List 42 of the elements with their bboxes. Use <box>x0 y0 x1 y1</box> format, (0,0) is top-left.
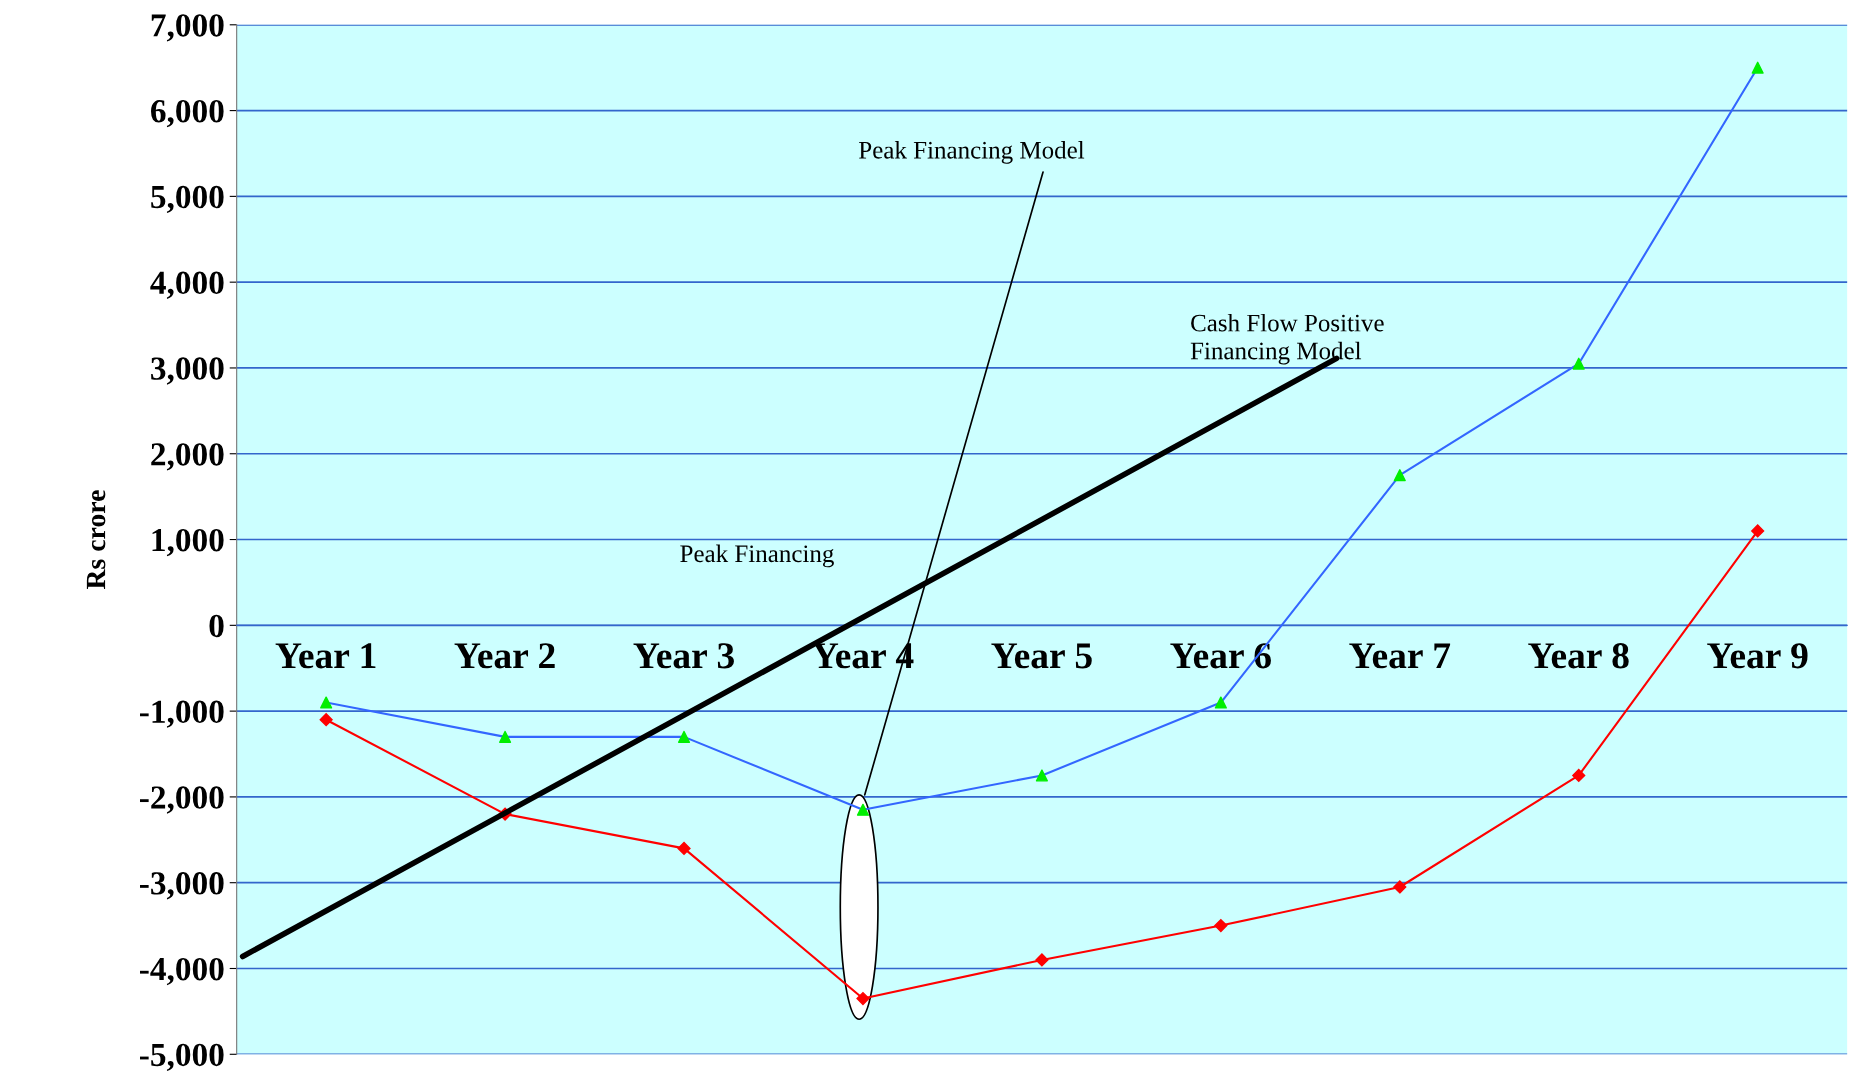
point <box>1572 357 1585 370</box>
x-tick-label: Year 9 <box>1707 643 1808 669</box>
point <box>1035 769 1048 782</box>
y-tick-label: 1,000 <box>152 528 224 557</box>
x-tick-label: Year 5 <box>991 643 1092 669</box>
point <box>499 730 512 743</box>
y-tick-label: -1,000 <box>139 700 224 728</box>
y-tick-label: 7,000 <box>151 14 224 42</box>
annotation: Peak Financing Model <box>859 141 1085 164</box>
point <box>677 730 691 743</box>
point <box>1214 696 1227 709</box>
point <box>1572 768 1586 783</box>
point <box>1035 953 1049 967</box>
y-tick-label: -4,000 <box>139 957 224 986</box>
point <box>1393 469 1406 482</box>
point <box>856 803 870 816</box>
y-tick-label: 4,000 <box>150 271 224 299</box>
y-tick-label: 5,000 <box>151 185 224 214</box>
annotation: Peak Financing <box>680 544 834 568</box>
y-tick-label: 6,000 <box>151 99 224 128</box>
y-tick-label: 2,000 <box>151 443 224 471</box>
y-tick-label: -5,000 <box>139 1043 224 1072</box>
point <box>1214 919 1228 933</box>
x-tick-label: Year 1 <box>275 643 376 669</box>
point <box>1751 524 1765 538</box>
x-tick-label: Year 8 <box>1528 643 1629 669</box>
point <box>1393 880 1407 894</box>
y-tick-label: -2,000 <box>139 786 224 814</box>
y-tick-label: -3,000 <box>139 872 224 900</box>
x-tick-label: Year 3 <box>633 643 734 669</box>
point <box>320 696 333 709</box>
y-tick-label: 3,000 <box>151 357 224 385</box>
y-tick-label: 0 <box>209 614 224 638</box>
point <box>677 841 691 855</box>
x-tick-label: Year 6 <box>1170 643 1271 669</box>
x-tick-label: Year 2 <box>454 643 555 669</box>
point <box>1751 61 1764 74</box>
point <box>856 991 870 1006</box>
y-axis-title: Rs crore <box>86 490 106 590</box>
point <box>319 713 333 727</box>
x-tick-label: Year 7 <box>1349 643 1451 669</box>
annotation: Cash Flow Positive Financing Model <box>1190 313 1384 365</box>
